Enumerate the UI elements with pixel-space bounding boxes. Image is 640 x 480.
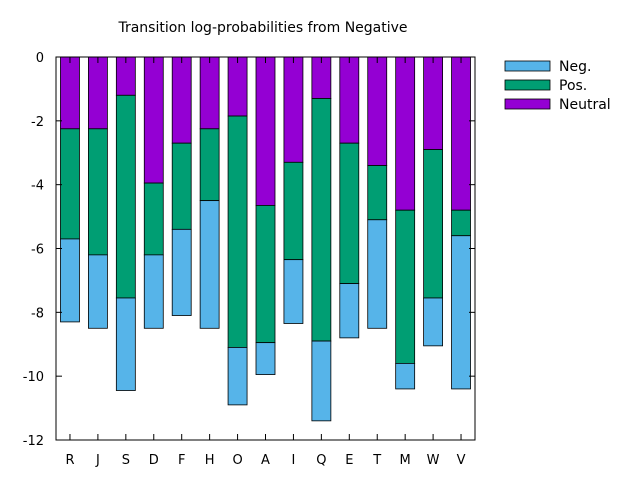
bar-o-neg [227,347,248,406]
bar-f-neg [171,228,192,316]
legend-label-neg: Neg. [559,59,591,75]
x-tick-label-e: E [345,453,353,468]
bar-t-neutral [367,56,388,166]
bar-j-neutral [88,56,108,130]
x-tick-label-s: S [122,453,130,468]
bar-r-pos [60,128,80,240]
bar-s-pos [115,94,136,299]
x-tick-label-j: J [95,453,100,468]
x-tick-label-v: V [457,453,466,468]
legend-swatch-neg [504,60,551,72]
x-tick-label-f: F [178,453,185,468]
bar-i-neutral [283,56,304,163]
bar-q-neg [311,340,332,422]
legend: Neg. Pos. Neutral [504,59,611,113]
bar-j-pos [88,128,108,256]
bar-e-neg [339,283,360,339]
bars-layer [60,56,471,422]
bar-m-neutral [395,56,416,211]
y-tick-label: -6 [31,243,44,258]
legend-swatch-neutral [504,98,551,110]
y-tick-label: -4 [31,179,44,194]
bar-i-neg [283,259,304,324]
bar-f-neutral [171,56,192,144]
x-tick-label-w: W [427,453,440,468]
x-tick-label-m: M [400,453,411,468]
bar-w-pos [423,149,444,299]
legend-label-neutral: Neutral [559,97,611,113]
x-tick-label-o: O [232,453,242,468]
chart-title: Transition log-probabilities from Negati… [117,20,407,36]
x-tick-label-i: I [292,453,296,468]
bar-r-neutral [60,56,80,130]
bar-e-neutral [339,56,360,144]
bar-r-neg [60,238,80,323]
x-tick-label-r: R [65,453,74,468]
legend-label-pos: Pos. [559,78,587,94]
y-tick-label: 0 [36,51,44,66]
bar-f-pos [171,142,192,230]
x-tick-label-q: Q [316,453,326,468]
bar-o-pos [227,115,248,348]
bar-d-neutral [143,56,164,184]
bar-a-neg [255,342,276,375]
y-tick-label: -2 [31,115,44,130]
bar-a-neutral [255,56,276,206]
bar-h-neutral [199,56,220,130]
bar-w-neg [423,297,444,347]
bar-a-pos [255,205,276,344]
bar-v-pos [451,209,471,237]
y-tick-label: -8 [31,306,44,321]
bar-m-neg [395,362,416,390]
legend-swatch-pos [504,79,551,91]
x-tick-label-a: A [261,453,270,468]
bar-d-pos [143,182,164,256]
x-tick-label-h: H [205,453,215,468]
bar-h-pos [199,128,220,202]
bar-w-neutral [423,56,444,150]
bar-v-neutral [451,56,471,211]
bar-t-neg [367,219,388,329]
bar-d-neg [143,254,164,329]
bar-e-pos [339,142,360,285]
x-tick-label-t: T [372,453,381,468]
bar-o-neutral [227,56,248,117]
bar-m-pos [395,209,416,364]
axes-layer: 0 -2 -4 -6 -8 -10 -12 R J S D F H O A I Q E T M W V [23,51,476,468]
y-tick-label: -12 [23,434,44,449]
bar-v-neg [451,235,471,390]
bar-q-neutral [311,56,332,99]
y-tick-label: -10 [23,370,44,385]
bar-s-neg [115,297,136,391]
bar-j-neg [88,254,108,329]
bar-h-neg [199,200,220,329]
bar-i-pos [283,161,304,261]
bar-t-pos [367,165,388,221]
bar-q-pos [311,98,332,342]
x-tick-label-d: D [149,453,159,468]
